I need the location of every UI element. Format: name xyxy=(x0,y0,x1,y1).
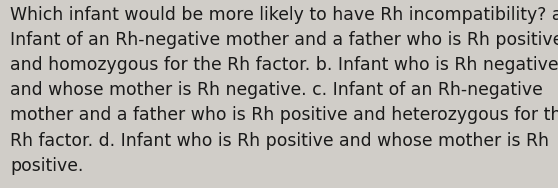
Text: and whose mother is Rh negative. c. Infant of an Rh-negative: and whose mother is Rh negative. c. Infa… xyxy=(10,81,543,99)
Text: and homozygous for the Rh factor. b. Infant who is Rh negative: and homozygous for the Rh factor. b. Inf… xyxy=(10,56,558,74)
Text: positive.: positive. xyxy=(10,157,83,175)
Text: Which infant would be more likely to have Rh incompatibility? a.: Which infant would be more likely to hav… xyxy=(10,6,558,24)
Text: mother and a father who is Rh positive and heterozygous for the: mother and a father who is Rh positive a… xyxy=(10,106,558,124)
Text: Infant of an Rh-negative mother and a father who is Rh positive: Infant of an Rh-negative mother and a fa… xyxy=(10,31,558,49)
Text: Rh factor. d. Infant who is Rh positive and whose mother is Rh: Rh factor. d. Infant who is Rh positive … xyxy=(10,132,549,150)
